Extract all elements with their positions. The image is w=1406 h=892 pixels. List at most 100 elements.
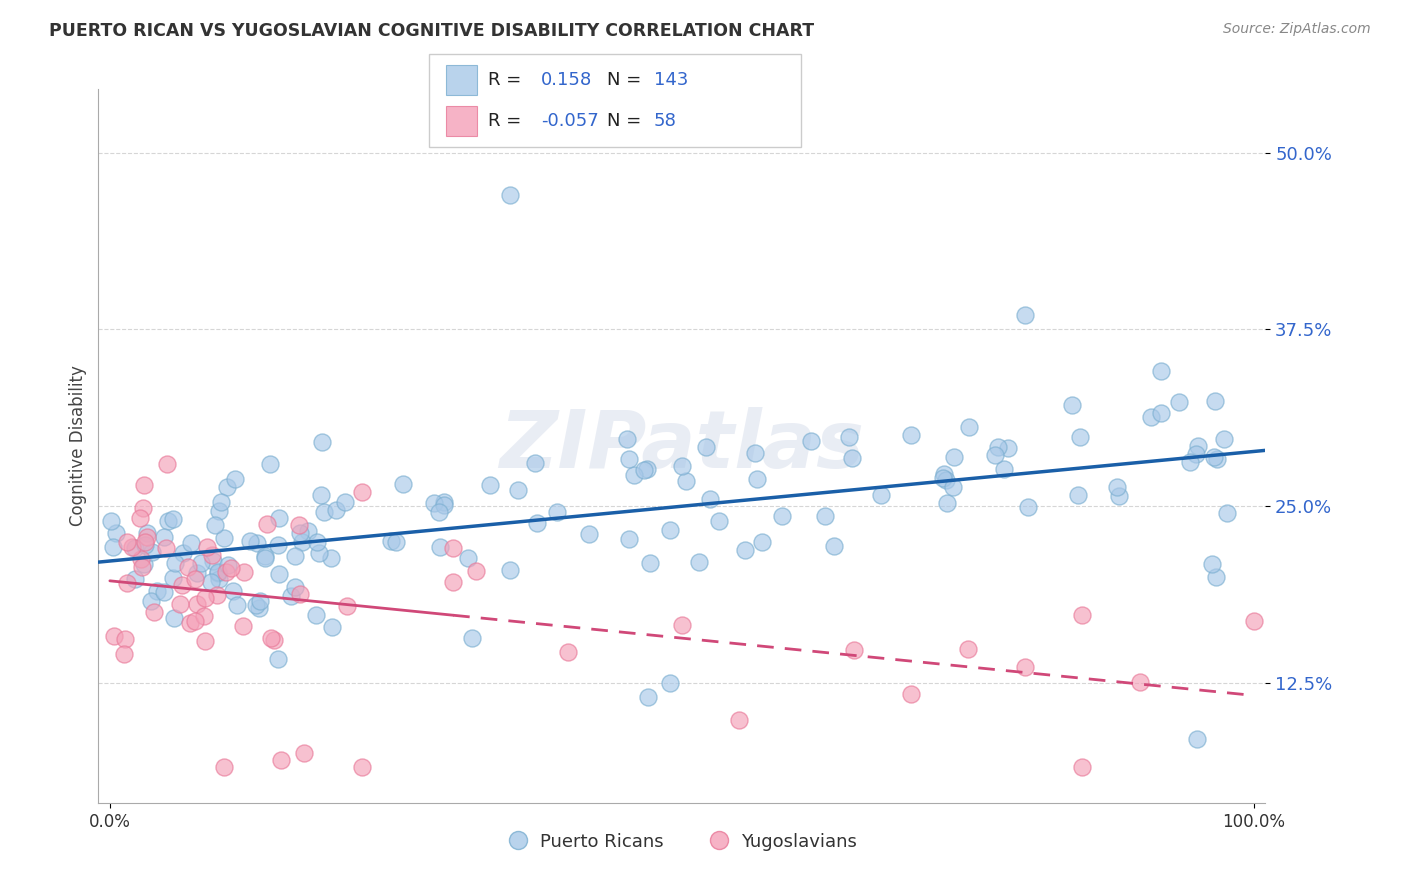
Point [172,546,194,560]
Point [1178,455,1201,469]
Point [219,561,242,575]
Point [256,516,278,531]
Point [200,574,222,589]
Point [201,548,224,562]
Point [333,494,356,508]
Point [800,434,823,448]
Point [770,509,793,524]
Point [385,535,408,549]
Point [623,467,645,482]
Point [308,546,330,560]
Point [745,472,768,486]
Point [633,463,655,477]
Text: 0.158: 0.158 [541,70,592,88]
Text: Source: ZipAtlas.com: Source: ZipAtlas.com [1223,22,1371,37]
Point [617,452,640,467]
Point [423,496,446,510]
Point [734,543,756,558]
Point [1150,364,1173,378]
Point [636,462,658,476]
Point [688,555,710,569]
Point [124,573,146,587]
Point [707,514,730,528]
Point [132,558,155,572]
Point [658,523,681,537]
Point [163,556,186,570]
Point [1202,450,1225,464]
Point [1060,398,1083,412]
Point [814,508,837,523]
Point [935,496,957,510]
Point [311,435,333,450]
Point [249,594,271,608]
Point [675,475,697,489]
Point [433,498,456,512]
Point [215,566,238,580]
Point [942,480,965,494]
Point [245,599,267,613]
Point [121,540,143,554]
Point [943,450,966,465]
Text: N =: N = [607,70,647,88]
Point [305,607,328,622]
Point [499,188,522,202]
Point [129,552,152,566]
Point [253,549,276,563]
Point [1185,732,1208,747]
Point [932,471,955,485]
Point [269,566,291,581]
Point [546,505,568,519]
Point [1212,432,1234,446]
Point [744,446,766,460]
Point [153,530,176,544]
Point [134,538,156,552]
Point [292,747,315,761]
Point [637,690,659,704]
Point [186,597,208,611]
Point [139,594,162,608]
Point [1017,500,1039,514]
Text: R =: R = [488,112,527,130]
Point [441,541,464,556]
Point [105,525,128,540]
Point [350,484,373,499]
Text: ZIPatlas: ZIPatlas [499,407,865,485]
Point [751,534,773,549]
Point [184,614,207,628]
Point [141,545,163,559]
Point [267,651,290,665]
Point [193,591,215,605]
Point [208,504,231,518]
Point [195,541,218,555]
Point [263,632,285,647]
Point [128,511,150,525]
Point [699,492,721,507]
Point [179,615,201,630]
Point [131,560,153,574]
Point [145,583,167,598]
Point [176,560,198,574]
Point [1201,557,1223,571]
Point [478,477,501,491]
Point [1014,660,1036,674]
Point [993,462,1015,476]
Point [190,557,212,571]
Point [247,601,270,615]
Point [1216,506,1239,520]
Point [297,524,319,538]
Point [932,467,955,481]
Point [838,430,860,444]
Point [842,643,865,657]
Point [314,505,336,519]
Point [1205,570,1227,584]
Point [267,538,290,552]
Point [124,541,146,555]
Point [526,516,548,530]
Point [254,551,277,566]
Point [205,589,228,603]
Point [100,514,122,528]
Point [1107,480,1129,494]
Point [1108,489,1130,503]
Point [184,573,207,587]
Point [103,540,125,554]
